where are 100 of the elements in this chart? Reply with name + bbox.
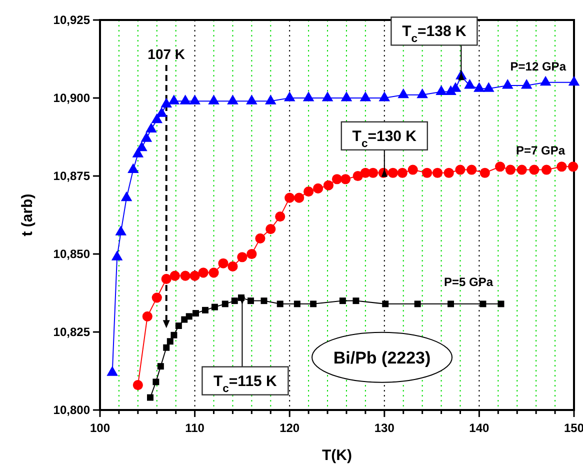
point xyxy=(160,98,172,108)
point xyxy=(152,292,162,303)
point xyxy=(498,300,504,308)
x-tick-label: 130 xyxy=(374,421,395,435)
point xyxy=(260,298,268,304)
point xyxy=(432,168,443,178)
point xyxy=(556,162,567,172)
point xyxy=(414,300,421,308)
point xyxy=(294,300,300,308)
point xyxy=(132,148,144,158)
point xyxy=(170,332,178,338)
point xyxy=(474,82,485,92)
point xyxy=(222,300,228,308)
x-tick-label: 140 xyxy=(469,421,490,435)
point xyxy=(568,76,580,86)
point xyxy=(368,168,378,178)
point xyxy=(170,270,180,281)
point xyxy=(505,164,516,175)
point xyxy=(180,270,190,281)
point xyxy=(227,94,238,104)
point xyxy=(495,162,506,172)
point xyxy=(322,91,334,102)
point xyxy=(246,94,258,104)
point xyxy=(302,91,314,102)
point xyxy=(480,168,490,178)
point xyxy=(304,186,314,197)
x-axis-title: T(K) xyxy=(322,447,352,464)
series-label: P=5 GPa xyxy=(444,274,494,289)
point xyxy=(163,344,170,351)
point xyxy=(323,180,334,190)
point xyxy=(276,300,284,308)
point xyxy=(483,82,494,92)
point xyxy=(464,79,476,89)
point xyxy=(397,168,408,178)
point xyxy=(294,192,304,203)
point xyxy=(436,85,447,96)
point xyxy=(466,164,477,175)
point xyxy=(312,183,324,194)
point xyxy=(180,94,191,104)
point xyxy=(284,192,295,203)
point xyxy=(398,88,409,98)
ref-line-label: 107 K xyxy=(148,46,186,62)
point xyxy=(140,132,152,142)
point xyxy=(247,298,254,304)
point xyxy=(190,270,200,281)
series-label: P=7 GPa xyxy=(516,144,566,158)
x-tick-label: 110 xyxy=(185,421,205,435)
y-tick-label: 10,875 xyxy=(53,169,90,183)
point xyxy=(352,298,360,304)
point xyxy=(166,338,174,345)
point xyxy=(128,163,139,174)
y-tick-label: 10,800 xyxy=(53,403,90,417)
point xyxy=(516,164,527,175)
point xyxy=(455,164,466,175)
y-axis-title: t (arb) xyxy=(19,194,36,236)
point xyxy=(132,380,143,390)
point xyxy=(231,298,238,304)
point xyxy=(192,310,199,317)
point xyxy=(136,141,148,152)
x-tick-label: 100 xyxy=(90,421,110,435)
annotation: T$_{c}$=130 K xyxy=(352,128,417,150)
y-tick-label: 10,850 xyxy=(53,247,90,261)
point xyxy=(186,313,192,320)
y-tick-label: 10,925 xyxy=(53,13,90,27)
point xyxy=(382,300,389,308)
point xyxy=(448,300,454,308)
point xyxy=(310,300,317,308)
point xyxy=(208,268,219,278)
point xyxy=(339,298,346,304)
point xyxy=(502,79,514,89)
point xyxy=(529,164,540,175)
point xyxy=(151,113,163,124)
annotation: T$_{c}$=138 K xyxy=(402,23,466,46)
y-tick-label: 10,900 xyxy=(53,91,90,105)
point xyxy=(211,304,218,310)
point xyxy=(237,252,248,262)
point xyxy=(218,258,228,268)
point xyxy=(444,168,454,178)
point xyxy=(520,79,532,89)
point xyxy=(540,76,552,86)
point xyxy=(265,94,276,104)
point xyxy=(157,363,164,370)
point xyxy=(175,322,182,329)
point xyxy=(228,261,238,272)
point xyxy=(388,168,398,178)
point xyxy=(189,94,200,104)
series-label: P=12 GPa xyxy=(510,59,566,74)
point xyxy=(147,394,154,401)
point xyxy=(275,212,286,222)
point xyxy=(360,91,372,102)
point xyxy=(168,94,180,104)
point xyxy=(208,94,220,104)
point xyxy=(142,311,152,322)
point xyxy=(422,168,432,178)
point xyxy=(202,306,208,314)
point xyxy=(152,378,160,386)
point xyxy=(198,268,208,278)
y-tick-label: 10,825 xyxy=(53,325,90,339)
point xyxy=(115,226,126,236)
annotation: Bi/Pb (2223) xyxy=(333,348,431,368)
